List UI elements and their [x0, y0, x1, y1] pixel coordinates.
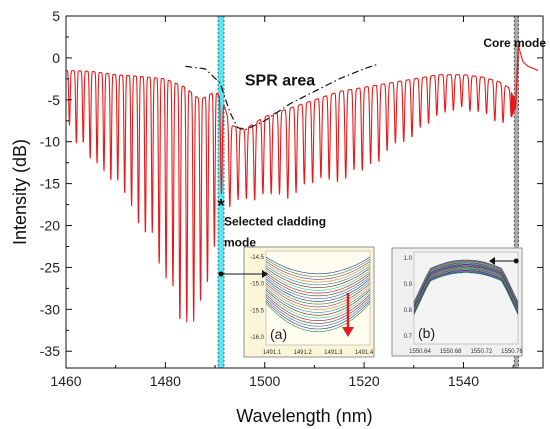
inset-a-curve	[265, 291, 371, 319]
inset-b-x-tick: 1550.76	[501, 349, 523, 355]
x-tick-label: 1480	[150, 373, 181, 389]
inset-a-curve	[265, 276, 371, 299]
connector-a-head	[262, 270, 268, 278]
inset-a-x-tick: 1491.4	[355, 350, 374, 356]
inset-b-curve	[413, 264, 519, 307]
y-tick-label: 5	[52, 8, 60, 24]
inset-b-curve	[413, 262, 519, 306]
spr-area-label: SPR area	[245, 73, 315, 90]
y-tick-label: -25	[40, 259, 60, 275]
inset-a-curve	[265, 280, 371, 305]
inset-a-curve	[265, 298, 371, 327]
inset-b-curve	[413, 260, 519, 304]
inset-b-curve	[413, 266, 519, 309]
inset-a-x-tick: 1491.3	[324, 350, 343, 356]
spectrum-series	[65, 44, 539, 323]
x-tick-label: 1520	[349, 373, 380, 389]
inset-b-curve	[413, 270, 519, 313]
inset-a: 1491.1 1491.2 1491.3 1491.4 -14.5 -15.0 -15.5 -…	[243, 246, 375, 358]
inset-b-y-tick: 0.8	[404, 308, 413, 314]
inset-a-curve	[265, 300, 371, 330]
inset-b-curve	[413, 267, 519, 310]
core-mode-band	[514, 16, 519, 368]
selected-cladding-label-mode: mode	[224, 235, 256, 249]
inset-a-y-tick: -15.5	[250, 308, 264, 314]
inset-a-curve	[265, 267, 371, 288]
inset-b-y-tick: 0.9	[404, 282, 413, 288]
inset-a-curve	[265, 296, 371, 324]
inset-a-curve	[265, 283, 371, 308]
inset-b-curve	[413, 269, 519, 312]
y-tick-label: -35	[40, 343, 60, 359]
y-tick-label: -30	[40, 301, 60, 317]
inset-b-curve	[413, 268, 519, 312]
inset-a-y-tick: -16.0	[250, 335, 264, 341]
inset-a-x-tick: 1491.2	[293, 350, 312, 356]
inset-b-y-tick: 0.7	[404, 334, 413, 340]
connector-b-dot	[513, 258, 519, 264]
x-tick-label: 1540	[448, 373, 479, 389]
y-tick-label: -15	[40, 176, 60, 192]
y-axis-label: Intensity (dB)	[10, 139, 30, 245]
connector-b-head	[489, 257, 495, 265]
inset-b-curve	[413, 263, 519, 306]
inset-b-label: (b)	[418, 325, 435, 341]
inset-a-x-tick: 1491.1	[263, 350, 282, 356]
inset-b-curve	[413, 260, 519, 303]
axes: 1460 1480 1500 1520 1540 5 0 -5 -10 -15 -20 -25 -30 -…	[10, 8, 544, 426]
inset-a-curve	[265, 258, 371, 277]
spectrum-line	[65, 44, 539, 323]
insets: 1491.1 1491.2 1491.3 1491.4 -14.5 -15.0 -15.5 -…	[218, 246, 524, 358]
inset-a-curve	[265, 302, 371, 333]
connector-a-dot	[218, 271, 224, 277]
inset-a-curve	[265, 256, 371, 275]
inset-a-y-tick: -15.0	[250, 282, 264, 288]
y-tick-label: -5	[48, 92, 61, 108]
inset-b-curve	[413, 271, 519, 314]
inset-b-x-tick: 1550.68	[440, 349, 462, 355]
annotations: SPR area Core mode Selected cladding mode *	[218, 36, 547, 249]
inset-b-curve	[413, 272, 519, 315]
inset-a-curve	[265, 285, 371, 310]
inset-b-curve	[413, 268, 519, 311]
plot-frame	[65, 15, 544, 369]
inset-a-y-tick: -14.5	[250, 255, 264, 261]
y-tick-label: 0	[52, 50, 60, 66]
inset-a-curve	[265, 265, 371, 286]
inset-a-curve	[265, 272, 371, 294]
inset-b-curve	[413, 262, 519, 305]
inset-a-curve	[265, 289, 371, 316]
selected-cladding-label: Selected cladding	[224, 215, 326, 229]
x-tick-label: 1500	[249, 373, 280, 389]
inset-a-curve	[265, 274, 371, 297]
inset-b-curve	[413, 261, 519, 304]
inset-a-curve	[265, 294, 371, 322]
inset-a-curve	[265, 287, 371, 313]
y-tick-label: -20	[40, 218, 60, 234]
inset-a-curve	[265, 261, 371, 280]
y-tick-label: -10	[40, 134, 60, 150]
inset-a-curve	[265, 263, 371, 283]
inset-b-curve	[413, 265, 519, 309]
inset-b-curve	[413, 263, 519, 307]
star-marker: *	[218, 196, 225, 216]
x-tick-label: 1460	[50, 373, 81, 389]
inset-a-label: (a)	[270, 326, 287, 342]
inset-b-curve	[413, 266, 519, 310]
inset-b-x-tick: 1550.64	[409, 349, 431, 355]
inset-b-curve	[413, 259, 519, 303]
inset-b: 1550.64 1550.68 1550.72 1550.76 1.0 0.9 0.8 0.7…	[391, 247, 524, 357]
inset-b-curve	[413, 271, 519, 315]
inset-b-y-tick: 1.0	[404, 256, 413, 262]
inset-b-curve	[413, 265, 519, 308]
core-mode-label: Core mode	[483, 36, 546, 50]
inset-b-curve	[413, 269, 519, 313]
inset-a-arrow-head	[342, 327, 354, 337]
inset-a-curve	[265, 278, 371, 302]
x-axis-label: Wavelength (nm)	[236, 406, 372, 426]
inset-b-x-tick: 1550.72	[470, 349, 492, 355]
inset-a-curve	[265, 269, 371, 291]
inset-a-plot	[265, 250, 371, 346]
